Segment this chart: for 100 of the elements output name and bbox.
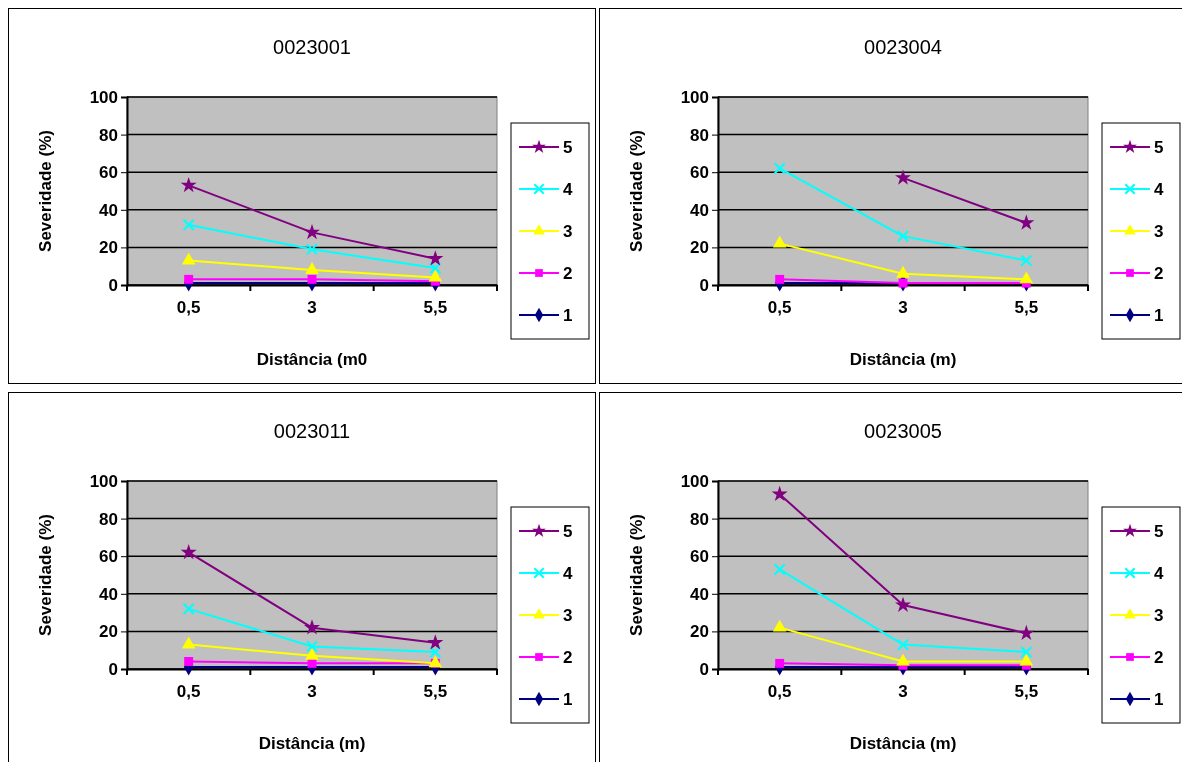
point [429,645,442,659]
legend-label: 4 [563,564,573,583]
point [180,544,197,560]
legend-label: 4 [1154,180,1164,199]
legend-label: 4 [1154,564,1164,583]
y-tick-label: 0 [108,275,118,295]
y-tick-label: 40 [99,584,118,604]
legend-label: 1 [563,306,573,325]
point [305,243,319,256]
y-tick-label: 60 [99,547,118,567]
point [772,619,787,632]
y-axis-title: Severidade (%) [627,514,646,636]
y-axis-title: Severidade (%) [36,130,55,252]
y-tick-label: 100 [89,87,118,107]
point [429,261,442,275]
point [775,274,785,284]
y-tick-label: 40 [690,584,709,604]
y-axis-title: Severidade (%) [36,514,55,636]
chart-title: 0023005 [864,420,942,442]
y-axis-title: Severidade (%) [627,130,646,252]
point [305,640,319,653]
point [1020,254,1033,267]
y-tick-label: 60 [690,547,709,567]
legend-label: 3 [563,606,573,625]
y-tick-label: 20 [690,238,709,258]
legend-label: 3 [563,222,573,241]
y-tick-label: 100 [680,471,709,491]
x-tick-label: 3 [307,298,317,318]
legend-label: 3 [1154,222,1164,241]
point [305,647,319,660]
x-tick-label: 3 [898,682,908,702]
legend-label: 2 [563,648,573,667]
legend-label: 5 [563,138,573,157]
legend-label: 1 [1154,306,1164,325]
point [896,653,910,666]
chart-title: 0023004 [864,36,942,58]
x-tick-label: 0,5 [767,298,792,318]
y-tick-label: 80 [690,509,709,529]
x-tick-label: 0,5 [176,682,201,702]
y-tick-label: 100 [680,87,709,107]
y-tick-label: 80 [99,125,118,145]
y-tick-label: 20 [99,622,118,642]
point [307,274,317,284]
x-axis-title: Distância (m) [849,350,957,369]
legend-label: 5 [563,522,573,541]
point [772,235,787,248]
y-tick-label: 80 [690,125,709,145]
point [182,602,195,615]
x-tick-label: 0,5 [767,682,792,702]
y-tick-label: 60 [99,163,118,183]
y-tick-label: 0 [699,275,709,295]
x-tick-label: 5,5 [1014,298,1039,318]
legend-label: 1 [563,690,573,709]
legend-label: 2 [1154,264,1164,283]
point [896,230,910,243]
x-axis-title: Distância (m0 [256,350,368,369]
x-tick-label: 0,5 [176,298,201,318]
point [773,563,786,576]
y-tick-label: 40 [99,200,118,220]
x-tick-label: 3 [898,298,908,318]
point [181,252,196,265]
chart-title: 0023001 [273,36,351,58]
point [182,218,195,231]
x-tick-label: 5,5 [423,298,448,318]
point [773,162,786,175]
point [180,176,197,193]
chart-title: 0023011 [273,420,351,442]
x-tick-label: 3 [307,682,317,702]
legend-label: 2 [1154,648,1164,667]
y-tick-label: 0 [699,659,709,679]
point [1019,653,1034,666]
legend-label: 5 [1154,138,1164,157]
point [1019,271,1034,284]
legend-label: 3 [1154,606,1164,625]
legend-label: 1 [1154,690,1164,709]
legend-label: 5 [1154,522,1164,541]
point [303,223,321,240]
point [1020,645,1033,659]
point [896,265,910,278]
point [894,169,912,185]
point [428,269,443,282]
point [181,636,196,649]
y-tick-label: 20 [99,238,118,258]
point [184,274,194,284]
point [771,485,788,501]
legend-label: 2 [563,264,573,283]
y-tick-label: 80 [99,509,118,529]
point [427,634,444,650]
point [894,596,912,612]
point [898,278,908,288]
point [184,657,194,666]
x-tick-label: 5,5 [1014,682,1039,702]
y-tick-label: 20 [690,622,709,642]
x-tick-label: 5,5 [423,682,448,702]
point [427,250,444,266]
point [305,262,319,274]
point [1018,214,1035,230]
y-tick-label: 100 [89,471,118,491]
y-tick-label: 0 [108,659,118,679]
y-tick-label: 40 [690,200,709,220]
